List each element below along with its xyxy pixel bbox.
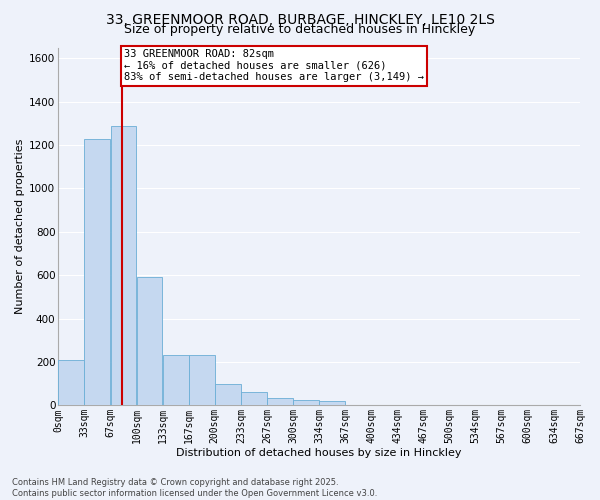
Bar bbox=[110, 126, 136, 406]
Bar bbox=[58, 360, 84, 406]
Text: Size of property relative to detached houses in Hinckley: Size of property relative to detached ho… bbox=[124, 22, 476, 36]
Text: 33, GREENMOOR ROAD, BURBAGE, HINCKLEY, LE10 2LS: 33, GREENMOOR ROAD, BURBAGE, HINCKLEY, L… bbox=[106, 12, 494, 26]
Bar bbox=[293, 400, 319, 406]
Bar bbox=[241, 392, 267, 406]
Text: Contains HM Land Registry data © Crown copyright and database right 2025.
Contai: Contains HM Land Registry data © Crown c… bbox=[12, 478, 377, 498]
Bar bbox=[85, 138, 110, 406]
Bar bbox=[163, 356, 188, 406]
X-axis label: Distribution of detached houses by size in Hinckley: Distribution of detached houses by size … bbox=[176, 448, 462, 458]
Bar bbox=[319, 401, 345, 406]
Bar bbox=[137, 278, 163, 406]
Bar bbox=[215, 384, 241, 406]
Bar bbox=[267, 398, 293, 406]
Text: 33 GREENMOOR ROAD: 82sqm
← 16% of detached houses are smaller (626)
83% of semi-: 33 GREENMOOR ROAD: 82sqm ← 16% of detach… bbox=[124, 50, 424, 82]
Bar bbox=[189, 356, 215, 406]
Y-axis label: Number of detached properties: Number of detached properties bbox=[15, 138, 25, 314]
